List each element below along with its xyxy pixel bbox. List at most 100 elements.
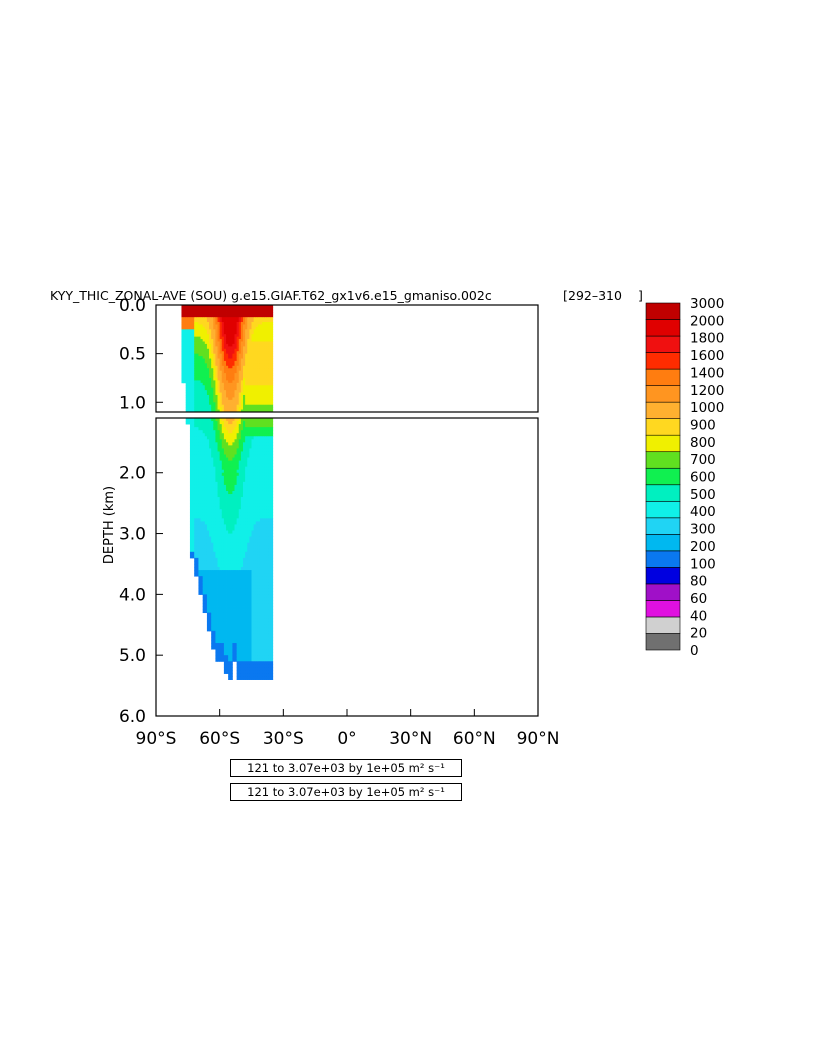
field-cell [198,472,201,477]
field-cell [236,661,240,665]
field-cell [247,356,250,359]
field-cell [262,336,265,340]
field-cell [249,334,252,338]
field-cell [204,536,208,541]
field-cell [221,560,225,565]
field-cell [202,539,206,544]
field-cell [249,309,252,313]
colorbar-swatch [645,567,681,585]
field-cell [230,484,233,489]
field-cell [200,360,204,364]
field-cell [270,382,274,386]
field-cell [236,358,240,362]
field-cell [243,454,246,458]
field-cell [259,551,263,556]
field-cell [262,530,265,534]
field-cell [251,442,255,446]
field-cell [264,582,267,586]
field-cell [217,509,221,513]
field-cell [192,363,195,367]
field-cell [196,494,199,498]
field-cell [198,585,201,589]
field-cell [219,424,223,428]
field-cell [236,339,240,342]
field-cell [240,469,244,474]
field-cell [232,567,235,571]
field-cell [196,353,199,357]
field-cell [196,518,199,522]
field-cell [259,380,263,384]
field-cell [257,533,261,537]
field-cell [245,573,248,577]
field-cell [270,319,274,323]
field-cell [192,365,195,369]
field-cell [232,582,235,586]
field-cell [255,667,259,671]
field-cell [234,521,238,525]
field-cell [234,317,238,320]
field-cell [209,424,212,428]
field-cell [223,427,227,431]
field-cell [217,331,221,335]
field-cell [247,554,250,559]
field-cell [189,472,193,477]
field-cell [249,643,252,647]
field-cell [262,481,265,486]
field-cell [251,365,255,369]
field-cell [206,603,210,607]
field-cell [221,585,225,589]
field-cell [226,481,229,486]
field-cell [189,506,193,510]
field-cell [234,424,238,428]
field-cell [270,358,274,362]
field-cell [232,317,235,320]
field-cell [255,676,259,680]
field-cell [262,457,265,461]
field-cell [219,573,223,577]
field-cell [215,346,218,350]
field-cell [253,343,257,347]
field-cell [192,404,195,408]
field-cell [219,624,223,629]
field-cell [189,542,193,547]
field-cell [243,427,246,431]
field-cell [238,576,242,580]
field-cell [192,312,195,316]
field-cell [270,336,274,340]
field-cell [240,322,244,325]
field-cell [255,368,259,372]
field-cell [243,560,246,565]
field-cell [234,382,238,386]
field-cell [251,649,255,653]
field-cell [226,670,229,674]
field-cell [238,582,242,586]
field-cell [245,341,248,345]
field-cell [243,530,246,534]
field-cell [257,579,261,583]
field-cell [245,524,248,528]
field-cell [226,633,229,638]
field-cell [223,436,227,440]
field-cell [185,307,189,311]
field-cell [219,351,223,355]
field-cell [213,518,216,522]
field-cell [255,551,259,556]
field-cell [266,309,269,313]
field-cell [196,322,199,325]
field-cell [223,329,227,333]
field-cell [228,585,231,589]
field-cell [189,457,193,461]
field-cell [192,334,195,338]
field-cell [259,356,263,359]
field-cell [240,515,244,519]
field-cell [219,484,223,489]
field-cell [198,548,201,553]
field-cell [194,445,197,449]
field-cell [196,497,199,501]
field-cell [204,454,208,458]
field-cell [217,533,221,537]
field-cell [253,612,257,617]
field-cell [198,530,201,534]
field-cell [270,363,274,367]
field-cell [196,527,199,531]
